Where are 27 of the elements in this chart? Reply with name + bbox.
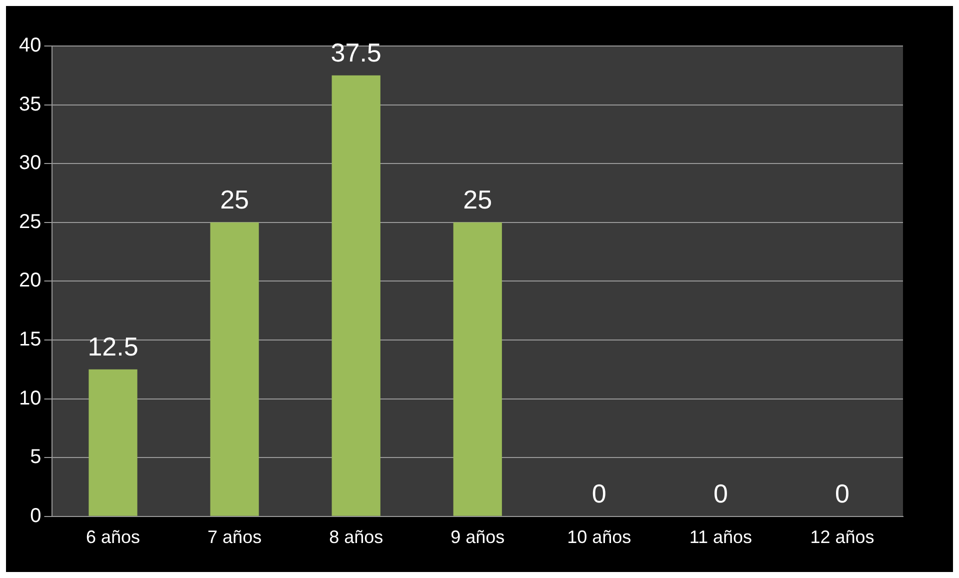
y-tick-label: 10 <box>18 387 42 410</box>
bar <box>332 75 380 516</box>
x-tick-label: 10 años <box>567 527 632 548</box>
data-label: 37.5 <box>330 38 382 68</box>
x-tick-label: 12 años <box>810 527 874 548</box>
x-tick-label: 11 años <box>689 527 752 548</box>
data-label: 0 <box>592 478 606 509</box>
y-tick-label: 35 <box>18 93 42 116</box>
x-tick-label: 6 años <box>86 527 140 548</box>
x-tick-label: 9 años <box>450 527 505 548</box>
x-tick-label: 8 años <box>329 527 384 548</box>
data-label: 25 <box>463 184 492 215</box>
y-tick-label: 20 <box>18 270 42 292</box>
bar <box>453 222 502 516</box>
data-label: 0 <box>713 478 728 509</box>
bar <box>210 222 259 516</box>
data-label: 0 <box>834 478 850 509</box>
data-label: 12.5 <box>88 332 138 362</box>
y-tick-label: 40 <box>18 34 42 57</box>
y-tick-label: 5 <box>30 446 42 468</box>
bar <box>88 369 138 516</box>
data-label: 25 <box>220 184 250 215</box>
y-tick-label: 0 <box>30 504 42 527</box>
y-tick-label: 15 <box>18 328 42 351</box>
y-tick-label: 30 <box>18 152 42 174</box>
y-tick-label: 25 <box>18 210 42 233</box>
x-tick-label: 7 años <box>208 527 262 548</box>
